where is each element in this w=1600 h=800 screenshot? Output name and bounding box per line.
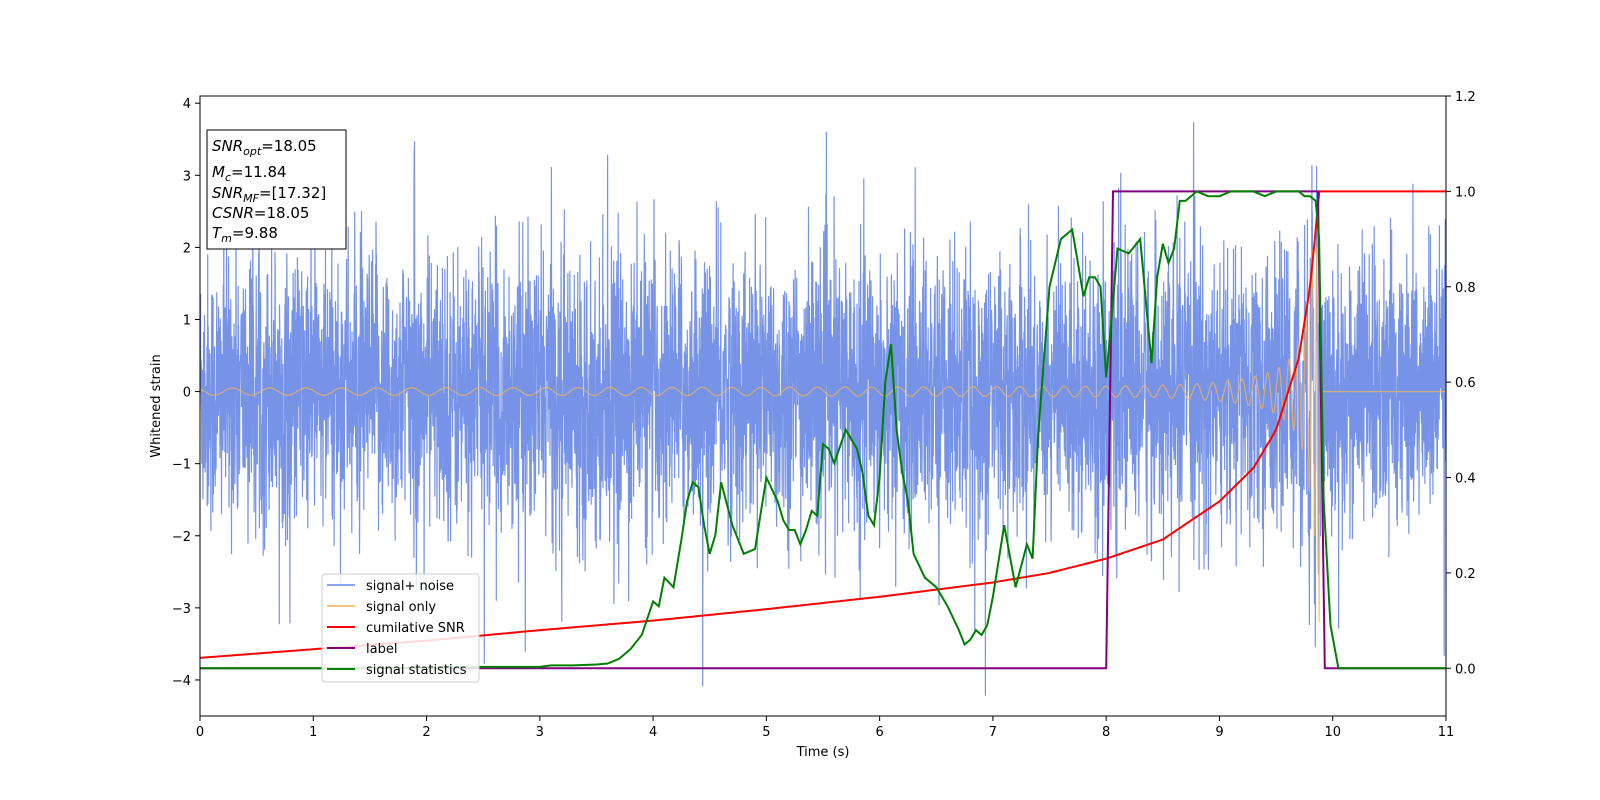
info-snr-opt: SNRopt=18.05 [212,137,317,158]
legend-label-signal-statistics: signal statistics [366,663,467,678]
x-axis-label: Time (s) [796,745,850,760]
y-right-tick-label: 1.2 [1455,90,1476,105]
x-tick-label: 7 [989,725,997,740]
series-signal-plus-noise-line [200,122,1446,696]
x-axis: 0 1 2 3 4 5 6 7 8 9 10 11 [196,716,1454,740]
y-left-tick-label: −1 [172,458,191,473]
x-tick-label: 3 [536,725,544,740]
y-left-tick-label: 3 [183,169,191,184]
legend-label-signal-only: signal only [366,600,436,615]
y-axis-right: 0.0 0.2 0.4 0.6 0.8 1.0 1.2 [1446,90,1476,677]
y-right-tick-label: 1.0 [1455,185,1476,200]
legend-label-cumulative-snr: cumilative SNR [366,621,465,636]
info-tm: Tm=9.88 [212,224,278,245]
y-left-tick-label: −2 [172,530,191,545]
info-snr-mf: SNRMF=[17.32] [212,184,326,205]
x-tick-label: 9 [1215,725,1223,740]
legend: signal+ noise signal only cumilative SNR… [321,573,480,683]
y-left-tick-label: 0 [183,386,191,401]
info-csnr: CSNR=18.05 [212,204,309,222]
x-tick-label: 0 [196,725,204,740]
y-axis-left: −4 −3 −2 −1 0 1 2 3 4 [172,97,200,689]
series-signal-only-line [200,247,1446,623]
y-right-tick-label: 0.4 [1455,472,1476,487]
x-tick-label: 10 [1324,725,1341,740]
y-right-tick-label: 0.6 [1455,376,1476,391]
legend-label-signal-plus-noise: signal+ noise [366,579,454,594]
y-left-tick-label: 4 [183,97,191,112]
y-right-tick-label: 0.8 [1455,281,1476,296]
y-axis-label: Whitened strain [149,354,164,457]
x-tick-label: 6 [875,725,883,740]
y-right-tick-label: 0.0 [1455,662,1476,677]
y-left-tick-label: 1 [183,313,191,328]
x-tick-label: 1 [309,725,317,740]
x-tick-label: 2 [422,725,430,740]
legend-label-label: label [366,642,397,657]
legend-frame [321,573,480,683]
y-left-tick-label: −4 [172,674,191,689]
series-signal-statistics-line [200,190,1446,670]
info-box: SNRopt=18.05 Mc=11.84 SNRMF=[17.32] CSNR… [206,129,347,250]
x-tick-label: 4 [649,725,657,740]
x-tick-label: 5 [762,725,770,740]
info-mc: Mc=11.84 [212,163,287,184]
y-right-tick-label: 0.2 [1455,567,1476,582]
x-tick-label: 11 [1438,725,1455,740]
plot-frame [199,95,1447,717]
y-left-tick-label: −3 [172,602,191,617]
y-left-tick-label: 2 [183,241,191,256]
x-tick-label: 8 [1102,725,1110,740]
